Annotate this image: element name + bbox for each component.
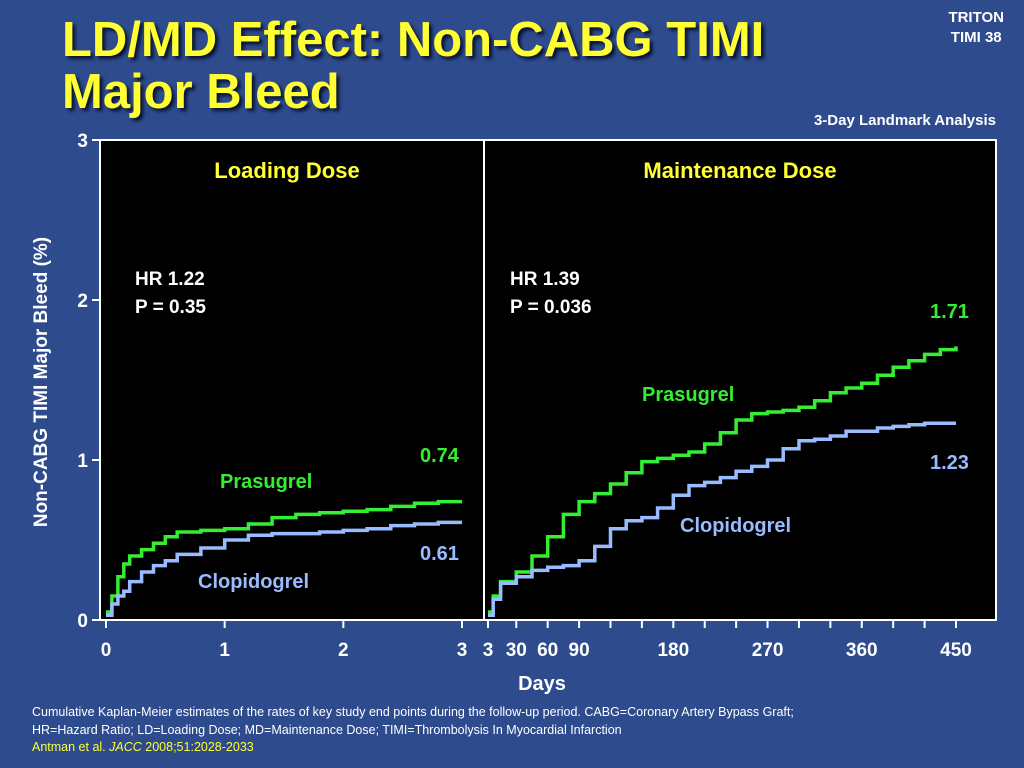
x-tick-label: 180 <box>657 640 689 661</box>
x-tick-label: 60 <box>537 640 558 661</box>
badge-line-1: TRITON <box>948 9 1004 26</box>
series-label-prasugrel: Prasugrel <box>220 471 312 493</box>
y-tick-label: 2 <box>77 291 88 312</box>
panel-title: Maintenance Dose <box>643 158 836 183</box>
x-axis-label: Days <box>518 673 566 695</box>
citation-rest: 2008;51:2028-2033 <box>145 740 254 754</box>
citation: Antman et al. JACC 2008;51:2028-2033 <box>32 740 254 754</box>
citation-authors: Antman et al. <box>32 740 106 754</box>
series-label-prasugrel: Prasugrel <box>642 384 734 406</box>
caption-line-2: HR=Hazard Ratio; LD=Loading Dose; MD=Mai… <box>32 723 622 737</box>
panel-title: Loading Dose <box>214 158 359 183</box>
x-tick-label: 3 <box>483 640 494 661</box>
p-value-text: P = 0.036 <box>510 297 592 318</box>
series-label-clopidogrel: Clopidogrel <box>680 515 791 537</box>
x-tick-label: 90 <box>569 640 590 661</box>
trial-badge: TRITON TIMI 38 <box>948 8 1004 48</box>
caption-line-1: Cumulative Kaplan-Meier estimates of the… <box>32 705 794 719</box>
y-tick-label: 0 <box>77 611 88 632</box>
x-tick-label: 0 <box>101 640 112 661</box>
x-tick-label: 1 <box>219 640 230 661</box>
hazard-ratio-text: HR 1.39 <box>510 269 580 290</box>
title-line-2: Major Bleed <box>62 65 340 119</box>
series-line-prasugrel <box>106 499 462 614</box>
end-value-label-clopidogrel: 0.61 <box>420 543 459 565</box>
series-line-clopidogrel <box>488 421 956 617</box>
x-tick-label: 360 <box>846 640 878 661</box>
badge-line-2: TIMI 38 <box>950 29 1002 46</box>
page-title: LD/MD Effect: Non-CABG TIMI Major Bleed <box>62 14 764 118</box>
citation-journal: JACC <box>109 740 142 754</box>
series-line-prasugrel <box>488 346 958 614</box>
hazard-ratio-text: HR 1.22 <box>135 269 205 290</box>
caption: Cumulative Kaplan-Meier estimates of the… <box>32 703 932 739</box>
x-tick-label: 270 <box>752 640 784 661</box>
y-tick-label: 1 <box>77 451 88 472</box>
x-tick-label: 30 <box>506 640 527 661</box>
x-tick-label: 2 <box>338 640 349 661</box>
end-value-label-prasugrel: 1.71 <box>930 301 969 323</box>
x-tick-label: 3 <box>457 640 468 661</box>
end-value-label-clopidogrel: 1.23 <box>930 452 969 474</box>
series-line-clopidogrel <box>106 520 462 617</box>
title-line-1: LD/MD Effect: Non-CABG TIMI <box>62 13 765 67</box>
series-label-clopidogrel: Clopidogrel <box>198 571 309 593</box>
y-tick-label: 3 <box>77 131 88 152</box>
x-tick-label: 450 <box>940 640 972 661</box>
panel-maintenance-bg <box>485 140 996 620</box>
end-value-label-prasugrel: 0.74 <box>420 445 460 467</box>
landmark-subtitle: 3-Day Landmark Analysis <box>813 112 996 129</box>
p-value-text: P = 0.35 <box>135 297 206 318</box>
